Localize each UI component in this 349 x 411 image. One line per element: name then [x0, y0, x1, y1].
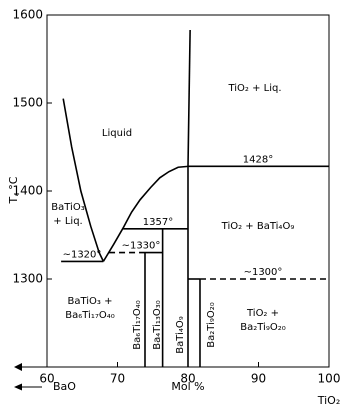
temperature-label: 1357° [143, 217, 173, 228]
arrow-head [14, 363, 22, 371]
region-label: Ba₆Ti₁₇O₄₀ [65, 310, 114, 321]
region-label: Ba₂Ti₉O₂₀ [240, 322, 285, 333]
x-axis-label: Mol % [171, 380, 204, 393]
y-tick-label: 1400 [12, 184, 43, 198]
x-tick-label: 70 [110, 372, 125, 386]
region-label: TiO₂ + Liq. [227, 83, 281, 94]
phase-boundary [187, 29, 191, 167]
phase-boundary [102, 165, 189, 262]
y-tick-label: 1600 [12, 8, 43, 22]
x-tick-label: 100 [318, 372, 341, 386]
x-tick-label: 60 [39, 372, 54, 386]
region-label: Ba₂Ti₉O₂₀ [206, 302, 217, 347]
arrow-head [14, 383, 22, 391]
x-tick-label: 90 [251, 372, 266, 386]
region-label: TiO₂ + BaTi₄O₉ [221, 221, 295, 232]
temperature-label: ~1330° [122, 241, 161, 252]
region-label: BaTi₄O₉ [175, 316, 186, 353]
phase-boundary [62, 98, 105, 262]
right-component: TiO₂ [317, 394, 341, 407]
temperature-label: 1428° [243, 154, 273, 165]
y-tick-label: 1300 [12, 272, 43, 286]
region-label: BaTiO₃ + [67, 296, 112, 307]
region-label: Ba₄Ti₁₃O₃₀ [152, 300, 163, 349]
region-label: + Liq. [53, 216, 82, 227]
region-label: Ba₆Ti₁₇O₄₀ [132, 300, 143, 349]
x-tick-label: 80 [180, 372, 195, 386]
temperature-label: ~1320° [63, 249, 102, 260]
y-axis-label: T, °C [7, 176, 20, 204]
region-label: BaTiO₃ [51, 202, 84, 213]
region-label: TiO₂ + [246, 308, 279, 319]
region-label: Liquid [102, 128, 132, 139]
left-component: BaO [53, 380, 76, 393]
y-tick-label: 1500 [12, 96, 43, 110]
temperature-label: ~1300° [244, 267, 283, 278]
